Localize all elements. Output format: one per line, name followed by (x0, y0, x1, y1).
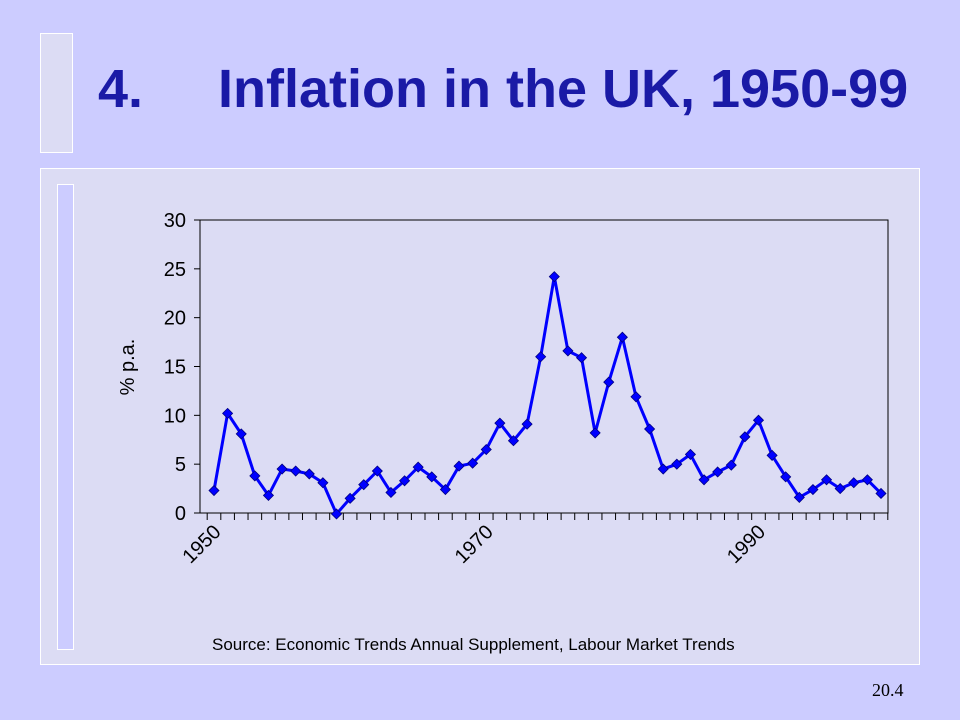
data-point (467, 457, 479, 469)
data-point (712, 466, 724, 478)
data-point (330, 508, 343, 520)
data-point (780, 471, 792, 483)
data-point (861, 474, 873, 486)
data-point (793, 491, 805, 503)
data-point (562, 345, 574, 357)
y-axis-label: % p.a. (117, 339, 139, 396)
data-point (358, 479, 370, 491)
data-point (385, 486, 397, 499)
data-point (344, 492, 356, 504)
y-axis: 0 5 10 15 20 25 30 (164, 210, 200, 525)
data-point (249, 470, 261, 482)
data-point (235, 428, 247, 440)
data-point (426, 471, 438, 483)
panel-accent-bar (57, 184, 74, 650)
data-point (548, 271, 560, 283)
source-note: Source: Economic Trends Annual Supplemen… (212, 635, 735, 654)
data-point (807, 483, 819, 496)
data-point (290, 465, 302, 477)
slide-title: 4. Inflation in the UK, 1950-99 (98, 59, 909, 119)
data-point (671, 458, 683, 470)
x-tick-label: 1990 (723, 521, 770, 568)
data-point (752, 414, 765, 426)
data-point (535, 351, 547, 363)
data-point (766, 449, 778, 461)
data-point (848, 477, 860, 489)
y-tick-label: 20 (164, 308, 186, 330)
data-point (725, 459, 737, 471)
y-tick-label: 30 (164, 210, 186, 232)
data-point (575, 352, 588, 364)
data-point (303, 468, 315, 480)
data-point (616, 331, 628, 343)
y-tick-label: 15 (164, 357, 186, 379)
data-point (644, 423, 656, 435)
data-point (276, 463, 288, 475)
chart-panel (40, 168, 920, 665)
y-tick-label: 25 (164, 259, 186, 281)
x-tick-label: 1950 (179, 521, 226, 568)
y-tick-label: 5 (175, 454, 186, 476)
data-point (453, 460, 465, 472)
data-point (222, 407, 234, 419)
title-accent-bar (40, 33, 73, 153)
data-point (603, 376, 615, 388)
data-point (494, 417, 506, 429)
data-point (684, 448, 696, 460)
page-number: 20.4 (872, 680, 904, 700)
data-point (262, 489, 275, 501)
x-tick-label: 1970 (451, 521, 498, 568)
data-point (875, 487, 887, 500)
data-point (820, 474, 833, 486)
data-point (630, 391, 642, 403)
data-point (507, 435, 520, 447)
plot-area (199, 219, 889, 514)
data-point (698, 474, 710, 486)
data-point (657, 463, 669, 475)
data-point (371, 465, 383, 477)
data-point (399, 475, 411, 487)
inflation-series (208, 271, 887, 520)
y-tick-label: 0 (175, 503, 186, 525)
data-point (439, 483, 451, 496)
data-point (317, 477, 329, 489)
data-point (739, 431, 751, 443)
data-point (521, 418, 533, 430)
data-point (589, 427, 601, 439)
x-axis: 1950 1970 1990 (179, 513, 889, 568)
series-line (212, 275, 883, 516)
y-tick-label: 10 (164, 405, 186, 427)
data-point (480, 443, 492, 456)
data-point (208, 484, 220, 497)
data-point (412, 461, 424, 473)
data-point (834, 483, 846, 495)
